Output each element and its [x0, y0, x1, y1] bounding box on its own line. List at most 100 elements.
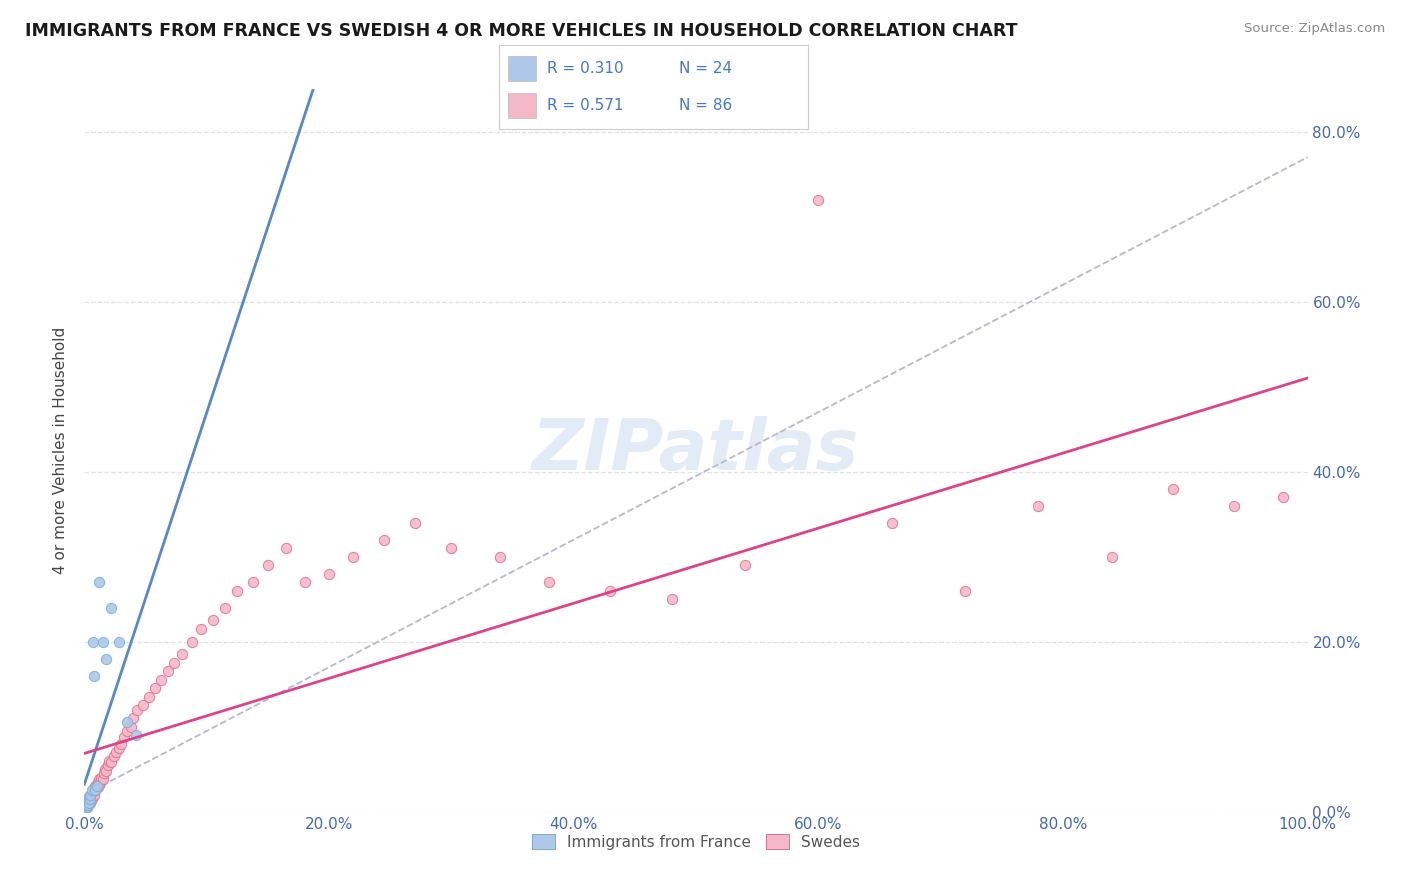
Point	[125, 703, 148, 717]
Point	[143, 681, 166, 696]
Point	[91, 772, 114, 787]
Point	[201, 614, 224, 628]
Point	[1101, 549, 1123, 564]
FancyBboxPatch shape	[509, 55, 536, 81]
Point	[77, 796, 100, 810]
Text: N = 24: N = 24	[679, 61, 731, 76]
Point	[80, 788, 103, 802]
Point	[172, 648, 194, 662]
Point	[79, 788, 101, 802]
Point	[150, 673, 173, 687]
Point	[84, 783, 107, 797]
Point	[96, 651, 118, 665]
Text: R = 0.310: R = 0.310	[547, 61, 624, 76]
Point	[77, 797, 100, 812]
Point	[75, 796, 97, 810]
Point	[76, 795, 98, 809]
Point	[122, 711, 145, 725]
Point	[156, 665, 179, 679]
Point	[112, 730, 135, 744]
Point	[84, 783, 107, 797]
Point	[190, 622, 212, 636]
Point	[87, 575, 110, 590]
Point	[181, 634, 204, 648]
Point	[79, 796, 101, 810]
Point	[318, 566, 340, 581]
Point	[1272, 490, 1295, 504]
Point	[80, 783, 103, 797]
Point	[1028, 499, 1050, 513]
Point	[105, 745, 128, 759]
Point	[83, 783, 105, 797]
Point	[86, 778, 108, 792]
Point	[75, 800, 97, 814]
Point	[76, 800, 98, 814]
Point	[77, 795, 100, 809]
Point	[82, 783, 104, 797]
Point	[100, 756, 122, 770]
Point	[1223, 499, 1246, 513]
Point	[294, 575, 316, 590]
Point	[86, 779, 108, 793]
Point	[82, 788, 104, 802]
Point	[89, 775, 111, 789]
Point	[110, 737, 132, 751]
Point	[276, 541, 298, 556]
Point	[77, 792, 100, 806]
Point	[83, 780, 105, 795]
Point	[76, 796, 98, 810]
Point	[84, 779, 107, 793]
Point	[107, 741, 129, 756]
Point	[75, 800, 97, 814]
Point	[94, 762, 117, 776]
Point	[77, 795, 100, 809]
Point	[107, 634, 129, 648]
Point	[138, 690, 160, 704]
Point	[87, 779, 110, 793]
Point	[125, 728, 148, 742]
Point	[163, 656, 186, 670]
Text: ZIPatlas: ZIPatlas	[533, 416, 859, 485]
Point	[76, 797, 98, 812]
Point	[342, 549, 364, 564]
Point	[373, 533, 395, 547]
Text: N = 86: N = 86	[679, 98, 731, 113]
Point	[93, 766, 115, 780]
Point	[115, 715, 138, 730]
Point	[807, 193, 830, 207]
Point	[214, 600, 236, 615]
Point	[79, 792, 101, 806]
Point	[77, 792, 100, 806]
Point	[87, 772, 110, 787]
Point	[75, 797, 97, 812]
Point	[91, 634, 114, 648]
Text: IMMIGRANTS FROM FRANCE VS SWEDISH 4 OR MORE VEHICLES IN HOUSEHOLD CORRELATION CH: IMMIGRANTS FROM FRANCE VS SWEDISH 4 OR M…	[25, 22, 1018, 40]
Point	[1161, 482, 1184, 496]
Point	[77, 792, 100, 806]
Legend: Immigrants from France, Swedes: Immigrants from France, Swedes	[526, 829, 866, 856]
Point	[82, 789, 104, 804]
Text: R = 0.571: R = 0.571	[547, 98, 624, 113]
Point	[404, 516, 426, 530]
Point	[440, 541, 463, 556]
Point	[538, 575, 561, 590]
Point	[77, 797, 100, 812]
Point	[734, 558, 756, 573]
Point	[77, 795, 100, 809]
Point	[115, 723, 138, 738]
Y-axis label: 4 or more Vehicles in Household: 4 or more Vehicles in Household	[53, 326, 69, 574]
Point	[97, 754, 120, 768]
Point	[80, 789, 103, 804]
Point	[86, 780, 108, 795]
Point	[83, 788, 105, 802]
Point	[132, 698, 155, 713]
Point	[103, 749, 125, 764]
Point	[76, 795, 98, 809]
Point	[79, 789, 101, 804]
Point	[90, 771, 112, 785]
Point	[87, 775, 110, 789]
Point	[489, 549, 512, 564]
Point	[599, 583, 621, 598]
Point	[661, 592, 683, 607]
Point	[80, 792, 103, 806]
